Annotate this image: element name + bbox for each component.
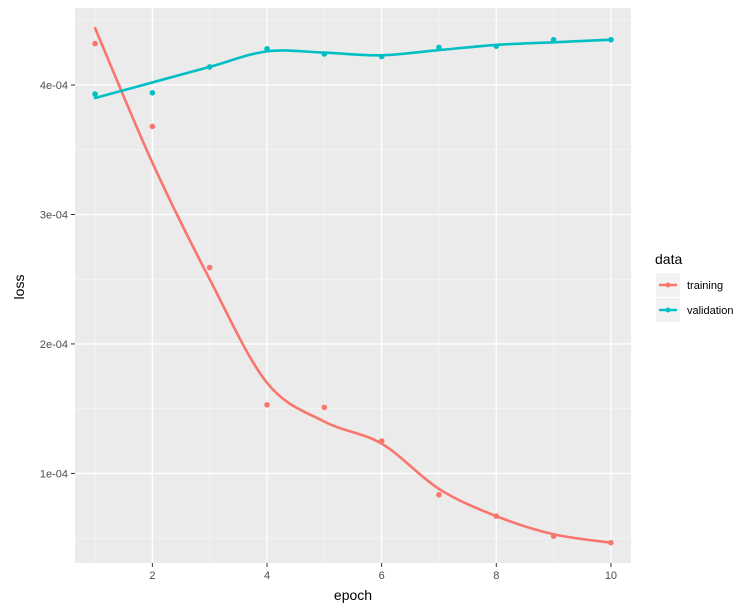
legend-item-validation: validation	[656, 298, 733, 322]
training-smooth-line	[93, 26, 613, 544]
plot-panel	[75, 8, 631, 563]
y-tick-label: 2e-04	[40, 339, 68, 351]
training-point	[92, 40, 98, 47]
validation-point	[92, 91, 98, 97]
legend-point-icon	[665, 307, 671, 313]
training-point	[149, 123, 156, 130]
x-axis: 2 4 6 8 10	[149, 563, 617, 582]
x-tick-label: 2	[149, 570, 155, 582]
validation-point	[550, 36, 557, 43]
validation-smooth-line	[93, 38, 613, 100]
validation-point	[608, 36, 614, 43]
training-point	[550, 533, 557, 540]
x-tick-label: 4	[264, 570, 270, 582]
x-tick-label: 10	[605, 570, 617, 582]
y-tick-label: 3e-04	[40, 209, 68, 221]
y-axis: 1e-04 2e-04 3e-04 4e-04	[40, 80, 75, 480]
y-tick-label: 4e-04	[40, 80, 68, 92]
validation-point	[149, 89, 156, 96]
x-axis-title: epoch	[334, 587, 372, 603]
training-point	[608, 539, 614, 546]
validation-point	[321, 51, 328, 57]
minor-gridlines	[75, 8, 631, 563]
training-point	[436, 491, 442, 498]
training-point	[378, 438, 385, 444]
validation-point	[206, 64, 213, 70]
legend-item-training: training	[656, 273, 723, 297]
legend-label-validation: validation	[687, 305, 733, 317]
validation-point	[493, 43, 500, 49]
legend-title: data	[655, 251, 682, 267]
y-axis-title: loss	[11, 275, 27, 300]
legend-label-training: training	[687, 280, 723, 292]
x-tick-label: 8	[493, 570, 499, 582]
smoothed-lines	[93, 26, 613, 544]
x-tick-label: 6	[379, 570, 385, 582]
training-point	[206, 264, 213, 271]
validation-point	[264, 45, 270, 52]
legend: data training validation	[655, 251, 733, 322]
y-tick-label: 1e-04	[40, 468, 68, 480]
major-gridlines	[75, 8, 631, 563]
validation-point	[436, 44, 442, 51]
training-point	[264, 401, 270, 408]
validation-point	[378, 53, 385, 60]
training-point	[493, 513, 500, 519]
data-points	[92, 36, 614, 546]
training-point	[321, 404, 328, 411]
legend-point-icon	[665, 282, 671, 288]
